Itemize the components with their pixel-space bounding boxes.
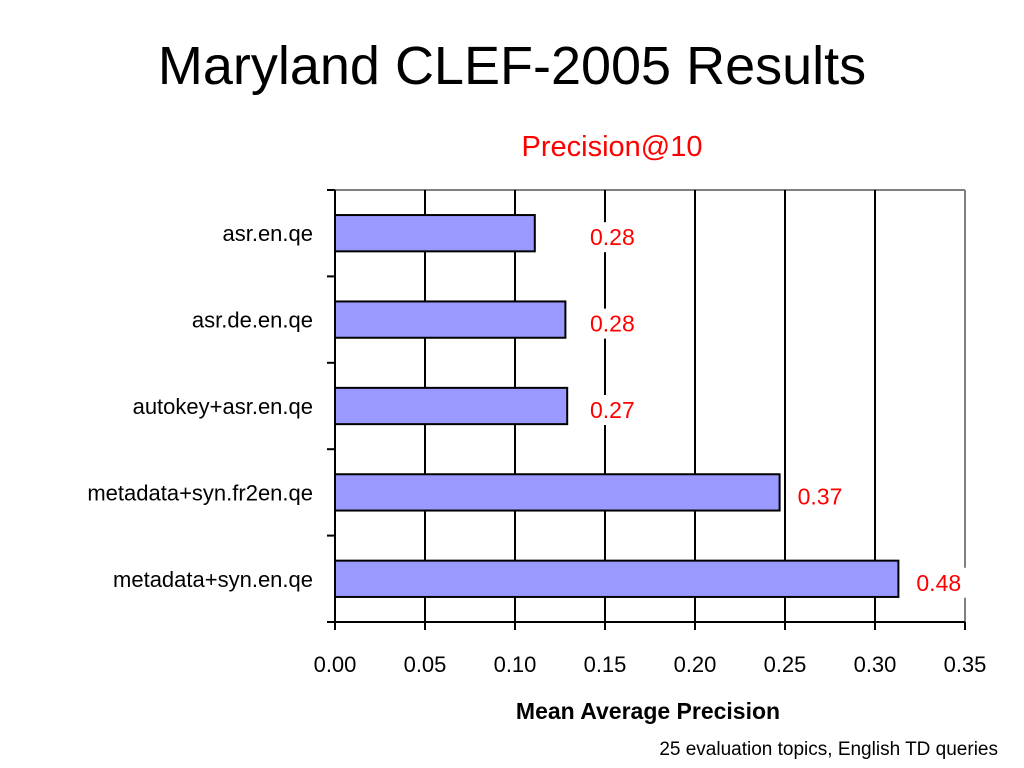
data-label-backing: [911, 567, 967, 598]
slide-title: Maryland CLEF-2005 Results: [157, 36, 867, 96]
chart-title: Precision@10: [522, 131, 703, 163]
y-category-label: asr.de.en.qe: [192, 308, 313, 333]
bar: [334, 386, 569, 426]
data-label: 0.48: [916, 570, 961, 596]
x-axis-label: Mean Average Precision: [516, 698, 780, 724]
y-category-label: metadata+syn.fr2en.qe: [87, 480, 313, 505]
x-tick-label: 0.25: [764, 652, 807, 677]
data-label-backing: [585, 308, 640, 339]
y-category-label: metadata+syn.en.qe: [113, 567, 313, 592]
data-label-backing: [585, 395, 640, 425]
data-label: 0.27: [590, 397, 635, 423]
bar: [334, 300, 567, 339]
y-category-label: asr.en.qe: [222, 221, 313, 246]
footnote: 25 evaluation topics, English TD queries: [659, 739, 998, 760]
data-label: 0.28: [590, 311, 635, 337]
x-tick-label: 0.20: [674, 652, 717, 677]
x-tick-label: 0.10: [494, 652, 537, 677]
bar: [334, 473, 781, 512]
x-tick-label: 0.35: [944, 652, 987, 677]
y-category-label: autokey+asr.en.qe: [133, 394, 313, 419]
data-label: 0.28: [590, 224, 635, 250]
x-tick-label: 0.30: [854, 652, 897, 677]
x-tick-label: 0.00: [314, 652, 357, 677]
data-label-backing: [585, 222, 640, 253]
data-label-backing: [792, 481, 848, 512]
x-tick-label: 0.05: [404, 652, 447, 677]
data-label: 0.37: [798, 483, 843, 509]
bar: [334, 214, 536, 253]
x-tick-label: 0.15: [584, 652, 627, 677]
bar: [334, 559, 900, 598]
